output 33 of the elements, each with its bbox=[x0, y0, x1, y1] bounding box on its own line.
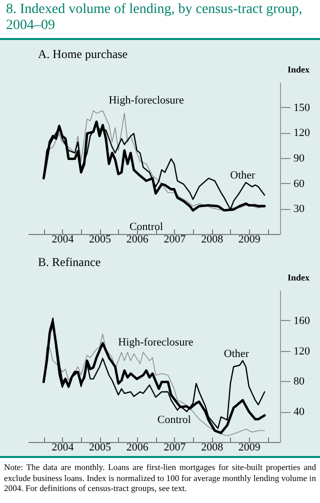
y-tick-label: 120 bbox=[294, 345, 310, 358]
x-tick-label: 2008 bbox=[201, 442, 224, 454]
x-tick-label: 2004 bbox=[52, 234, 74, 246]
series-label: High-foreclosure bbox=[108, 94, 184, 107]
series-label: Other bbox=[224, 348, 250, 360]
y-tick-label: 160 bbox=[294, 314, 310, 327]
text: Note: The data are monthly. Loans are first-lien mortgages for site-built properties and exclude business loans. Index is normalized to 100 for average monthly lending volume in 2004. For definitions of census-tract groups, see text. bbox=[4, 462, 316, 494]
chart-title: 8. Indexed volume of lending, by census-tract group, 2004–09 bbox=[5, 1, 304, 35]
y-tick-label: 90 bbox=[294, 152, 305, 164]
text: Control bbox=[129, 221, 164, 234]
y-tick-label: 150 bbox=[294, 102, 310, 114]
chart-subtitle: B. Refinance bbox=[38, 255, 101, 269]
y-axis-title: Index bbox=[287, 64, 310, 74]
x-tick-label: 2004 bbox=[52, 442, 74, 454]
series-label: Other bbox=[230, 170, 256, 182]
y-tick-label: 40 bbox=[294, 406, 305, 418]
y-tick-label: 120 bbox=[294, 127, 310, 140]
y-tick-label: 60 bbox=[294, 178, 305, 190]
y-tick-label: 80 bbox=[294, 376, 305, 388]
y-tick-label: 30 bbox=[294, 203, 305, 216]
series-label: High-foreclosure bbox=[118, 336, 194, 348]
chart-subtitle: A. Home purchase bbox=[38, 47, 128, 61]
x-tick-label: 2007 bbox=[164, 234, 186, 246]
series-label: Control bbox=[157, 414, 192, 426]
x-tick-label: 2006 bbox=[126, 442, 149, 454]
x-tick-label: 2009 bbox=[238, 234, 261, 246]
y-axis-title: Index bbox=[287, 272, 310, 282]
x-tick-label: 2005 bbox=[89, 234, 112, 246]
x-tick-label: 2007 bbox=[164, 442, 186, 454]
x-tick-label: 2005 bbox=[89, 442, 112, 454]
x-tick-label: 2009 bbox=[238, 442, 261, 454]
x-tick-label: 2006 bbox=[126, 234, 149, 246]
x-tick-label: 2008 bbox=[201, 234, 224, 246]
